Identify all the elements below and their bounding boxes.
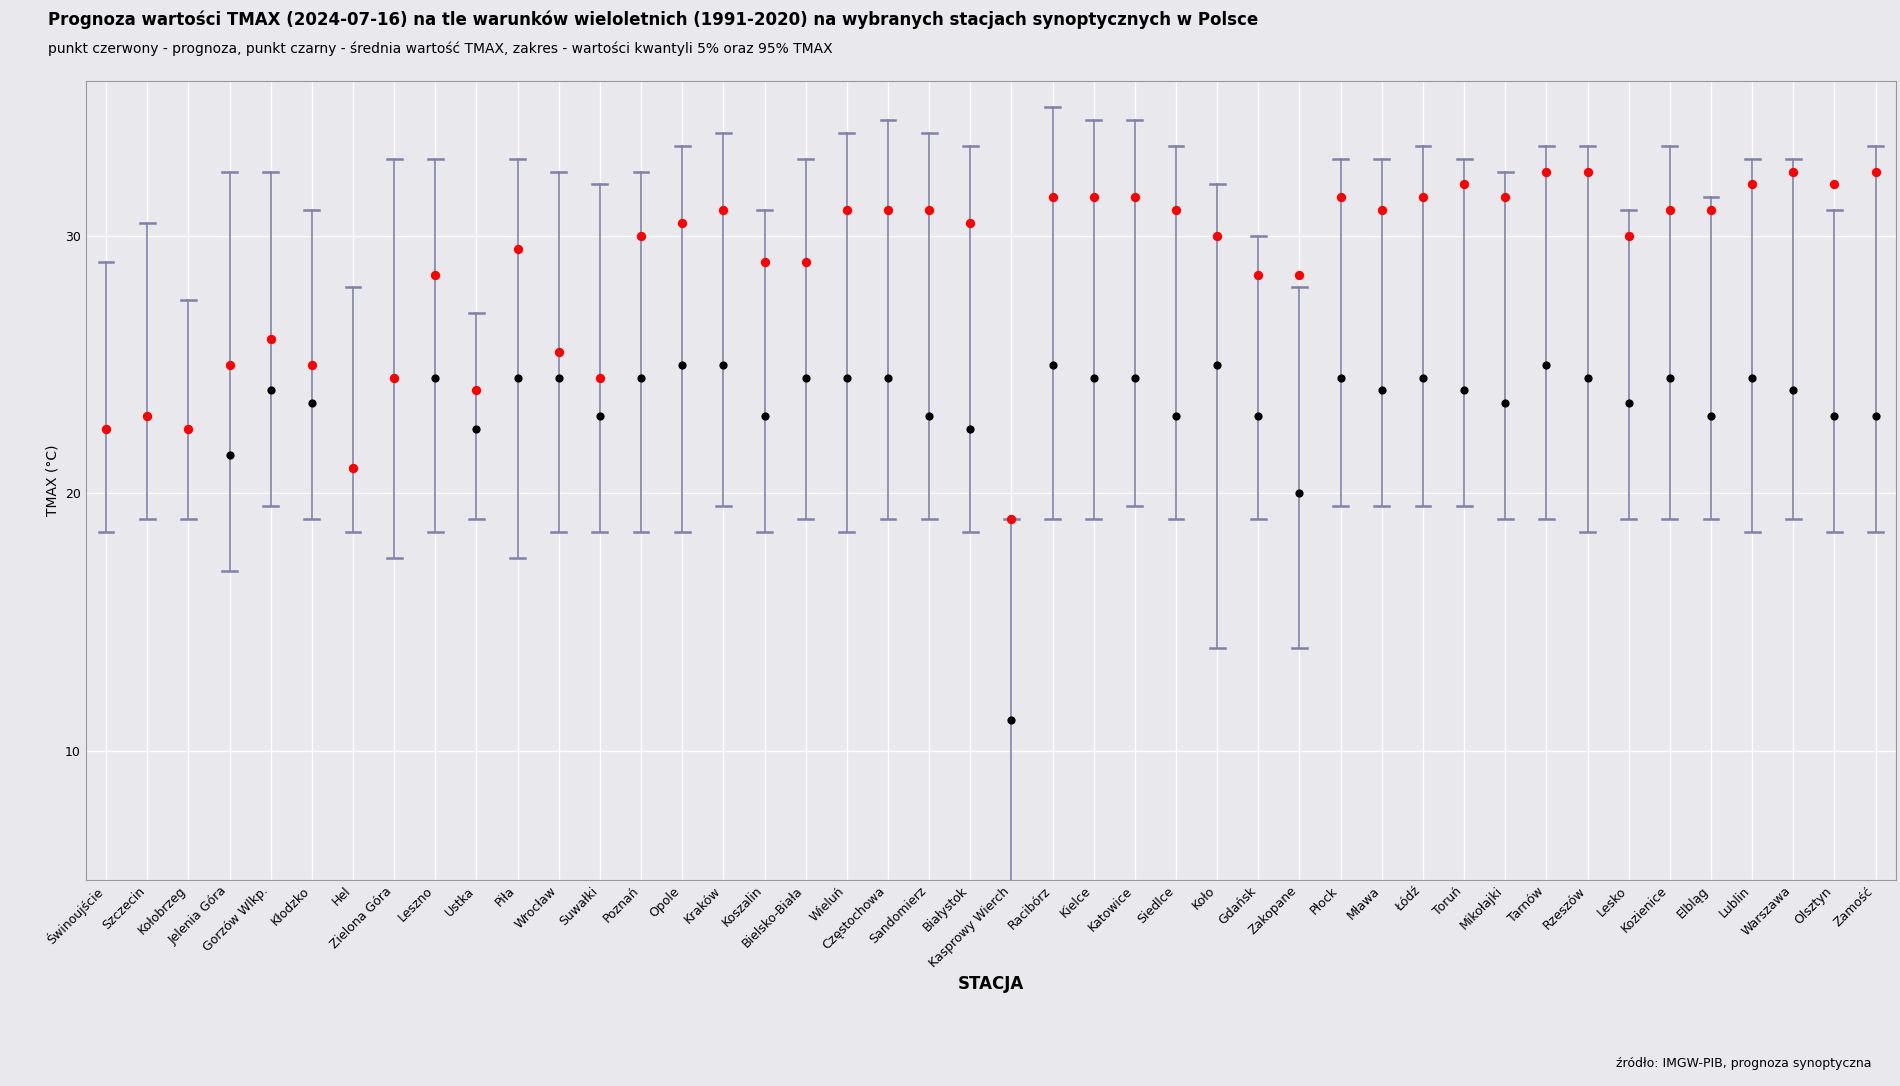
Point	[1490, 394, 1520, 412]
Point	[1531, 163, 1562, 180]
Point	[585, 407, 616, 425]
X-axis label: STACJA: STACJA	[958, 975, 1024, 993]
Text: Prognoza wartości TMAX (2024-07-16) na tle warunków wieloletnich (1991-2020) na : Prognoza wartości TMAX (2024-07-16) na t…	[48, 11, 1258, 29]
Point	[1655, 369, 1685, 387]
Point	[543, 343, 574, 361]
Point	[131, 407, 162, 425]
Point	[667, 356, 697, 374]
Point	[378, 369, 408, 387]
Point	[1613, 227, 1644, 244]
Point	[543, 369, 574, 387]
Point	[502, 240, 532, 257]
Point	[1778, 163, 1809, 180]
Point	[1326, 189, 1357, 206]
Point	[914, 407, 944, 425]
Text: źródło: IMGW-PIB, prognoza synoptyczna: źródło: IMGW-PIB, prognoza synoptyczna	[1617, 1057, 1872, 1070]
Point	[1860, 407, 1890, 425]
Point	[420, 369, 450, 387]
Point	[585, 369, 616, 387]
Point	[1573, 163, 1604, 180]
Point	[667, 214, 697, 231]
Point	[749, 253, 779, 270]
Point	[1243, 407, 1273, 425]
Point	[1119, 189, 1150, 206]
Point	[914, 202, 944, 219]
Point	[832, 202, 863, 219]
Point	[709, 356, 739, 374]
Point	[1655, 202, 1685, 219]
Point	[173, 420, 203, 438]
Point	[1860, 163, 1890, 180]
Point	[956, 214, 986, 231]
Point	[91, 420, 122, 438]
Point	[832, 369, 863, 387]
Point	[1366, 382, 1396, 400]
Point	[338, 459, 369, 477]
Point	[1697, 202, 1727, 219]
Point	[1820, 407, 1851, 425]
Point	[1573, 369, 1604, 387]
Point	[502, 369, 532, 387]
Point	[1778, 382, 1809, 400]
Point	[215, 356, 245, 374]
Text: punkt czerwony - prognoza, punkt czarny - średnia wartość TMAX, zakres - wartośc: punkt czerwony - prognoza, punkt czarny …	[48, 41, 832, 55]
Point	[1037, 189, 1068, 206]
Point	[790, 369, 821, 387]
Point	[1203, 356, 1233, 374]
Point	[1161, 202, 1191, 219]
Point	[1450, 382, 1480, 400]
Point	[1243, 266, 1273, 283]
Point	[996, 510, 1026, 528]
Point	[1284, 484, 1315, 502]
Point	[215, 446, 245, 464]
Point	[1697, 407, 1727, 425]
Point	[255, 382, 285, 400]
Point	[1490, 189, 1520, 206]
Point	[91, 420, 122, 438]
Point	[1161, 407, 1191, 425]
Point	[378, 369, 408, 387]
Point	[462, 420, 492, 438]
Point	[1326, 369, 1357, 387]
Point	[1203, 227, 1233, 244]
Point	[1119, 369, 1150, 387]
Point	[996, 711, 1026, 729]
Point	[1079, 369, 1110, 387]
Point	[1079, 189, 1110, 206]
Point	[625, 369, 656, 387]
Point	[956, 420, 986, 438]
Point	[1820, 176, 1851, 193]
Point	[790, 253, 821, 270]
Point	[1284, 266, 1315, 283]
Point	[1037, 356, 1068, 374]
Point	[1531, 356, 1562, 374]
Point	[1737, 176, 1767, 193]
Point	[338, 459, 369, 477]
Point	[255, 330, 285, 348]
Point	[872, 202, 902, 219]
Point	[709, 202, 739, 219]
Point	[1737, 369, 1767, 387]
Point	[1450, 176, 1480, 193]
Point	[173, 420, 203, 438]
Point	[296, 356, 327, 374]
Point	[749, 407, 779, 425]
Y-axis label: TMAX (°C): TMAX (°C)	[46, 445, 59, 516]
Point	[1613, 394, 1644, 412]
Point	[1408, 369, 1438, 387]
Point	[296, 394, 327, 412]
Point	[462, 382, 492, 400]
Point	[625, 227, 656, 244]
Point	[1408, 189, 1438, 206]
Point	[872, 369, 902, 387]
Point	[131, 407, 162, 425]
Point	[1366, 202, 1396, 219]
Point	[420, 266, 450, 283]
